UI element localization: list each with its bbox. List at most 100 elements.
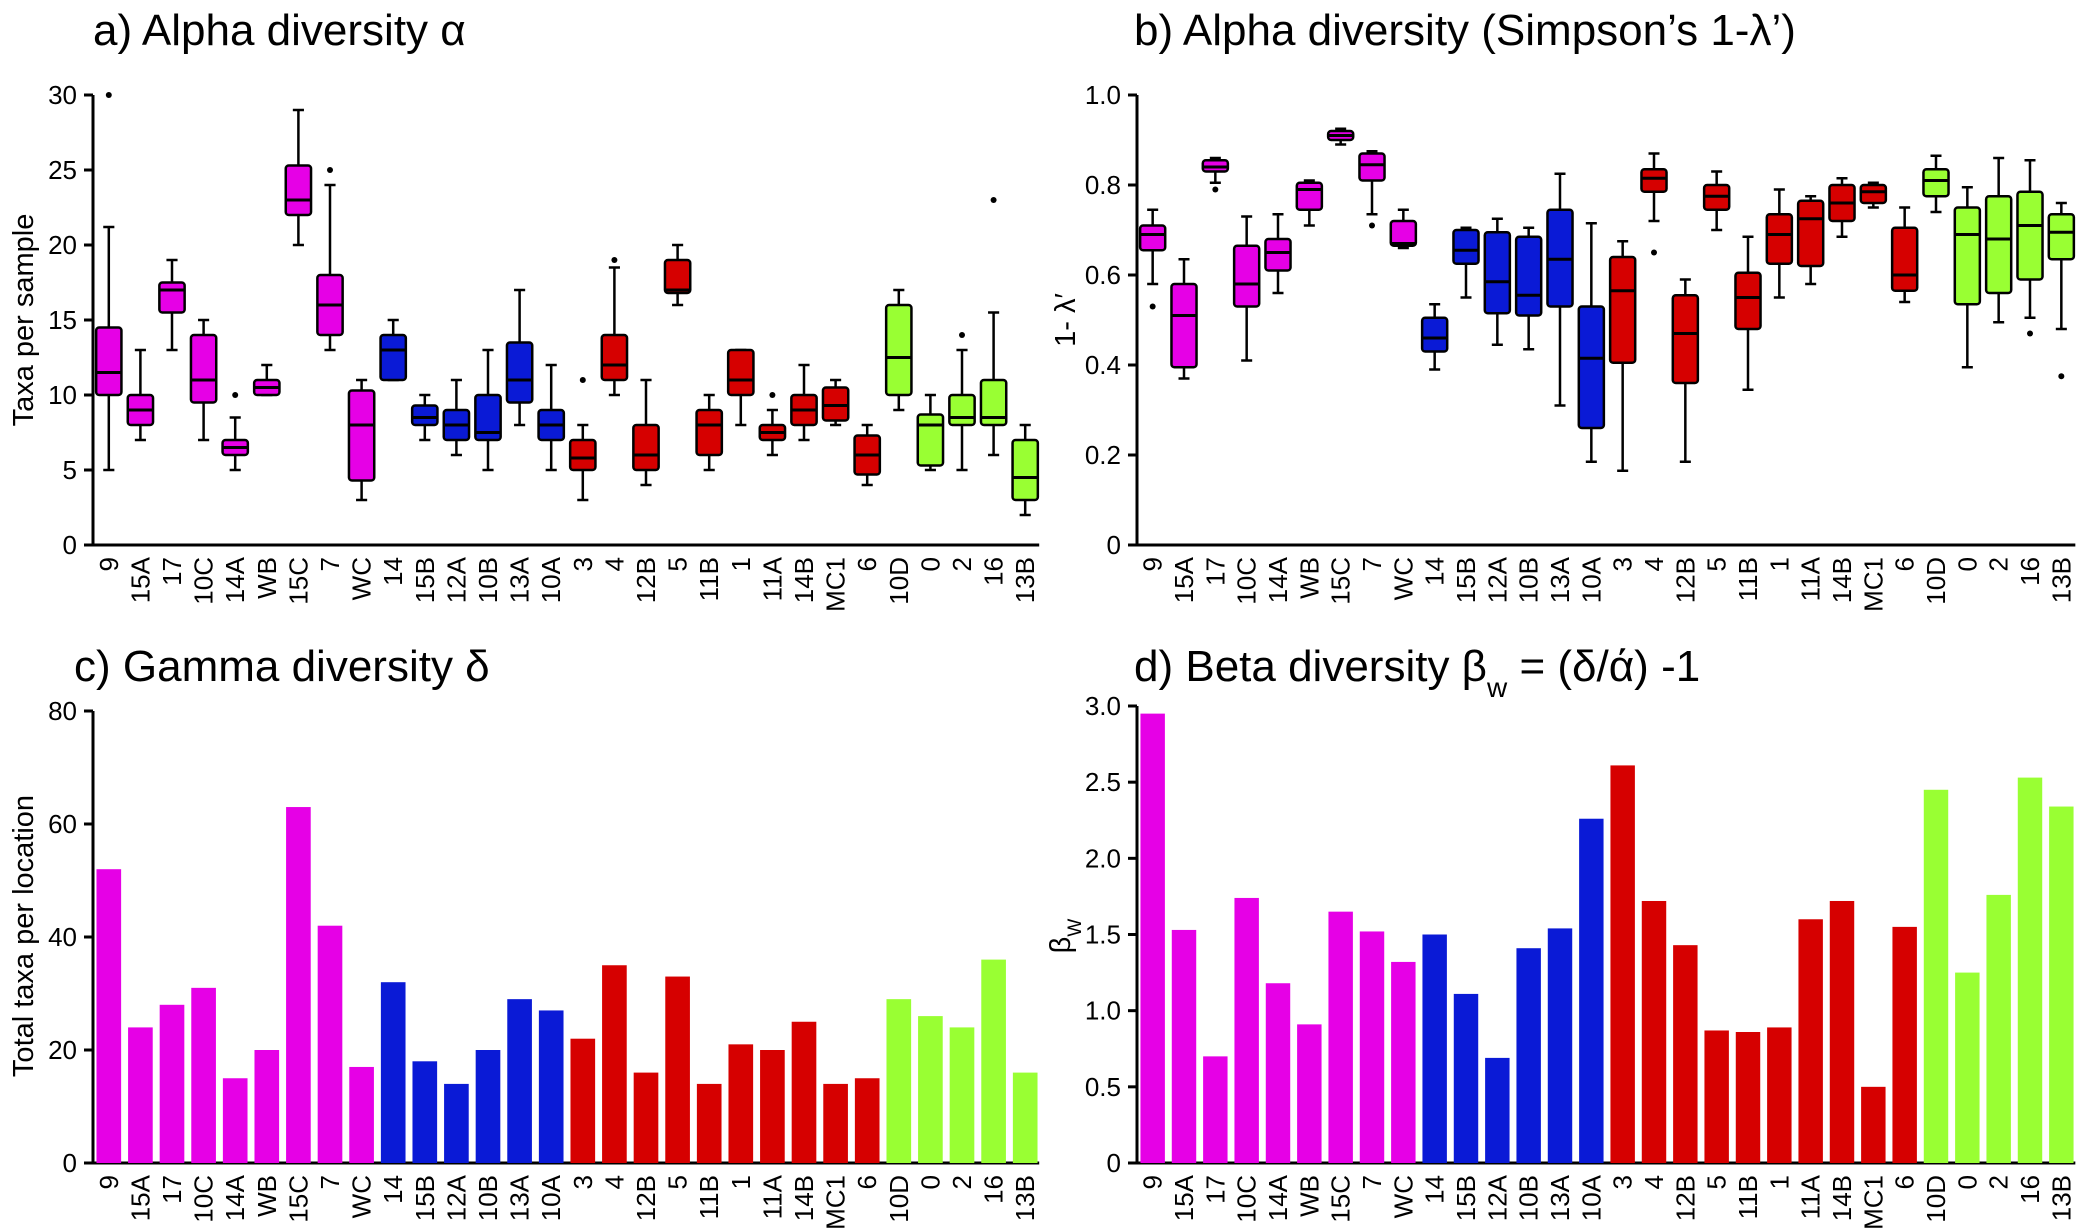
bar-1: [1767, 1027, 1792, 1163]
outlier-2: [959, 332, 965, 338]
x-tick-label: 9: [94, 557, 124, 571]
box-10D: [884, 303, 913, 397]
chart-title: a) Alpha diversity α: [93, 6, 466, 55]
y-tick-label: 5: [63, 455, 77, 485]
x-tick-label: 13B: [2046, 557, 2076, 603]
bar-WB: [254, 1050, 280, 1163]
x-tick-label: 13B: [1010, 557, 1040, 603]
box-10B: [474, 393, 502, 442]
bar-15C: [286, 807, 311, 1163]
chart-title: b) Alpha diversity (Simpson’s 1-λ’): [1134, 6, 1796, 55]
x-tick-label: WB: [252, 1175, 282, 1217]
bar-12A: [444, 1083, 469, 1163]
box-2: [1984, 195, 2013, 295]
outlier-4: [611, 257, 618, 263]
y-tick-label: 1.0: [1085, 996, 1121, 1026]
y-tick-label: 0: [63, 1148, 77, 1178]
x-tick-label: 10B: [473, 1175, 503, 1221]
bar-10D: [886, 999, 912, 1163]
box-10C: [1232, 244, 1261, 308]
x-tick-label: 14A: [220, 1174, 250, 1221]
x-tick-label: 12B: [1670, 557, 1700, 603]
y-tick-label: 0: [1107, 530, 1121, 560]
chart-title-main: d) Beta diversity β: [1134, 642, 1487, 691]
bar-WC: [349, 1066, 374, 1163]
x-tick-label: 15B: [410, 557, 440, 603]
x-tick-label: 17: [157, 1175, 187, 1204]
bar-WB: [1297, 1024, 1322, 1163]
bar-14B: [791, 1021, 817, 1163]
x-tick-label: 11B: [694, 557, 724, 601]
panel-c-gamma-diversity-barchart: c) Gamma diversity δ Total taxa per locat…: [8, 642, 1040, 1229]
x-tick-label: 14B: [1827, 1175, 1857, 1221]
bar-10A: [538, 1010, 564, 1163]
x-tick-label: 14B: [789, 557, 819, 603]
x-tick-label: 10C: [189, 557, 219, 605]
outlier-16: [990, 197, 997, 203]
box-12B: [1671, 294, 1700, 385]
bar-13B: [1012, 1072, 1038, 1163]
y-tick-label: 0: [1107, 1148, 1121, 1178]
bar-6: [1892, 926, 1917, 1163]
y-tick-label: 0.8: [1085, 170, 1121, 200]
x-tick-label: 2: [1984, 557, 2014, 571]
x-tick-label: 2: [947, 1175, 977, 1189]
x-tick-label: 0: [915, 557, 945, 571]
bar-6: [854, 1078, 880, 1163]
x-tick-label: 15C: [283, 1175, 313, 1223]
x-tick-label: 15B: [410, 1175, 440, 1221]
y-tick-label: 20: [48, 230, 77, 260]
x-tick-label: 16: [2015, 1175, 2045, 1204]
bar-14A: [222, 1078, 248, 1163]
bar-11A: [760, 1050, 785, 1163]
chart-title: d) Beta diversity βw = (δ/ά) -1: [1134, 642, 1700, 703]
x-tick-label: 13A: [1545, 556, 1575, 603]
x-tick-label: 5: [1702, 557, 1732, 571]
x-tick-label: 15B: [1451, 557, 1481, 603]
box-13A: [505, 341, 534, 404]
x-tick-label: 4: [599, 557, 629, 571]
bar-9: [1140, 713, 1165, 1163]
bar-15B: [412, 1061, 438, 1163]
x-tick-label: 12A: [1482, 556, 1512, 603]
x-tick-label: 14: [1420, 557, 1450, 586]
bar-MC1: [823, 1083, 848, 1163]
x-tick-label: 1: [726, 557, 756, 571]
bar-14A: [1265, 983, 1291, 1163]
x-tick-label: 13B: [1010, 1175, 1040, 1221]
outlier-4: [1651, 249, 1657, 256]
y-tick-label: 3.0: [1085, 691, 1121, 721]
box-11B: [695, 408, 724, 457]
x-tick-label: 7: [315, 557, 345, 571]
x-tick-label: 6: [852, 1175, 882, 1189]
x-tick-label: 5: [663, 557, 693, 571]
y-axis-label: Total taxa per location: [8, 795, 40, 1077]
box-WC: [1389, 219, 1418, 247]
x-tick-label: 12B: [631, 557, 661, 603]
box-0: [1953, 206, 1982, 306]
x-tick-label: 10A: [536, 1174, 566, 1221]
x-tick-label: 0: [915, 1175, 945, 1189]
x-tick-label: 13B: [2046, 1175, 2076, 1221]
x-tick-label: 4: [1639, 1175, 1669, 1189]
box-3: [568, 438, 597, 472]
x-tick-label: 14: [378, 557, 408, 586]
x-tick-label: 10D: [1921, 1175, 1951, 1223]
x-tick-label: WC: [1388, 1175, 1418, 1218]
x-tick-label: 6: [852, 557, 882, 571]
x-tick-label: 15A: [1169, 1174, 1199, 1221]
bar-13B: [2049, 806, 2074, 1163]
x-tick-label: 11B: [1733, 557, 1763, 601]
box-0: [916, 413, 945, 467]
y-axis-label-subscript: W: [1065, 919, 1086, 937]
x-tick-label: WC: [347, 1175, 377, 1218]
box-3: [1608, 255, 1637, 364]
bar-16: [2017, 777, 2043, 1163]
bar-4: [602, 965, 627, 1163]
bar-15B: [1453, 993, 1479, 1163]
box-11B: [1734, 271, 1762, 331]
box-10D: [1922, 168, 1950, 198]
outlier-17: [1212, 186, 1219, 193]
y-tick-label: 0.5: [1085, 1072, 1121, 1102]
x-tick-label: 9: [1138, 557, 1168, 571]
